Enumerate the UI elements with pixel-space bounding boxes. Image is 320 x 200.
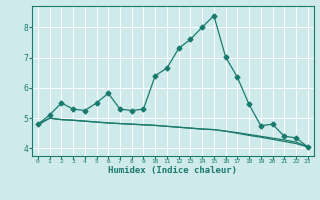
- X-axis label: Humidex (Indice chaleur): Humidex (Indice chaleur): [108, 166, 237, 175]
